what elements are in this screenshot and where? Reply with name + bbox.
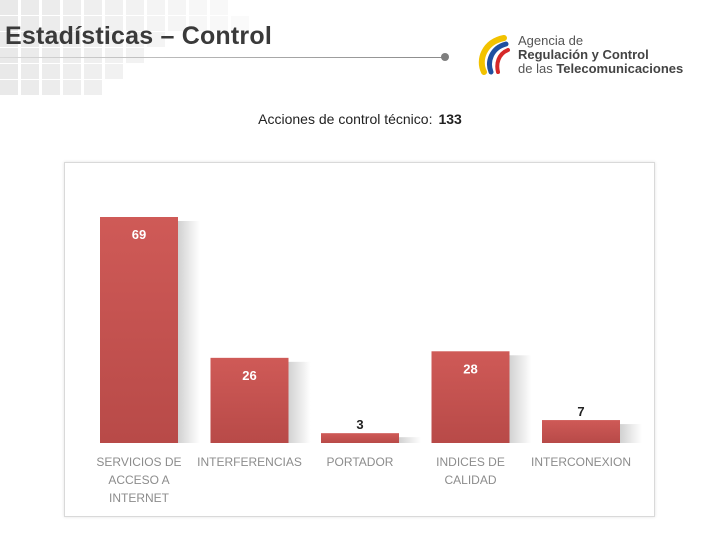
data-label-0: 69: [132, 227, 146, 242]
bar-0: [100, 217, 178, 443]
category-label-1-0: INTERFERENCIAS: [197, 455, 302, 469]
decorative-tile: [105, 32, 123, 47]
decorative-tile: [84, 48, 102, 63]
summary-label: Acciones de control técnico:: [258, 111, 433, 127]
category-label-3-0: INDICES DE: [436, 455, 505, 469]
decorative-tile: [126, 48, 144, 63]
logo-line-3-prefix: de las: [518, 61, 557, 76]
decorative-tile: [105, 16, 123, 31]
decorative-tile: [42, 64, 60, 79]
category-label-2-0: PORTADOR: [327, 455, 394, 469]
category-label-0-2: INTERNET: [109, 491, 170, 505]
decorative-tile: [126, 16, 144, 31]
logo-line-3-bold: Telecomunicaciones: [556, 61, 684, 76]
decorative-tile: [21, 64, 39, 79]
bar-chart: 69 26 3 28 7 SERVICIOS DE ACCESO A INTERNET INT…: [96, 217, 642, 505]
decorative-tile: [168, 0, 186, 15]
title-divider: [0, 57, 445, 58]
data-label-3: 28: [463, 361, 477, 376]
decorative-tile: [189, 0, 207, 15]
decorative-tile: [147, 16, 165, 31]
decorative-tile: [210, 16, 228, 31]
decorative-tile: [0, 16, 18, 31]
bar-shadow: [399, 437, 421, 443]
decorative-tile: [42, 16, 60, 31]
decorative-tile: [42, 0, 60, 15]
decorative-tile: [84, 0, 102, 15]
bar-shadow: [288, 361, 311, 443]
decorative-tile: [0, 48, 18, 63]
decorative-tile: [63, 64, 81, 79]
decorative-tile: [0, 64, 18, 79]
decorative-tile: [126, 0, 144, 15]
bar-2: [321, 433, 399, 443]
data-label-4: 7: [577, 404, 584, 419]
category-label-4-0: INTERCONEXION: [531, 455, 631, 469]
bar-1: [210, 357, 289, 443]
logo-line-3: de las Telecomunicaciones: [518, 62, 683, 76]
decorative-tile: [42, 32, 60, 47]
decorative-tile: [63, 48, 81, 63]
logo-line-2: Regulación y Control: [518, 47, 649, 62]
decorative-tile: [105, 48, 123, 63]
agency-logo: Agencia de Regulación y Control de las T…: [478, 32, 688, 82]
decorative-tile: [21, 48, 39, 63]
decorative-tile: [84, 80, 102, 95]
decorative-tile: [63, 0, 81, 15]
decorative-tile: [105, 64, 123, 79]
decorative-tile: [147, 32, 165, 47]
decorative-tile: [42, 48, 60, 63]
logo-line-1: Agencia de: [518, 33, 584, 48]
decorative-tile: [21, 0, 39, 15]
logo-text: Agencia de Regulación y Control de las T…: [518, 34, 683, 76]
decorative-tile: [63, 80, 81, 95]
chart-panel: 69 26 3 28 7 SERVICIOS DE ACCESO A INTERNET INT…: [64, 162, 655, 517]
summary-value: 133: [438, 111, 462, 127]
decorative-tile: [42, 80, 60, 95]
category-label-3-1: CALIDAD: [444, 473, 496, 487]
category-label-0-0: SERVICIOS DE: [96, 455, 181, 469]
decorative-tile: [84, 64, 102, 79]
decorative-tile: [231, 16, 249, 31]
decorative-tile: [84, 16, 102, 31]
decorative-tile: [126, 32, 144, 47]
bar-3: [431, 351, 510, 443]
decorative-tile: [21, 16, 39, 31]
decorative-tile: [210, 0, 228, 15]
decorative-tile: [0, 32, 18, 47]
bar-shadow: [178, 221, 200, 443]
decorative-tile: [147, 0, 165, 15]
bar-4: [542, 420, 620, 443]
decorative-tile: [0, 80, 18, 95]
bar-shadow: [509, 355, 532, 443]
title-divider-dot: [441, 53, 449, 61]
decorative-tile: [168, 16, 186, 31]
logo-emblem-icon: [478, 35, 510, 75]
page-title: Estadísticas – Control: [5, 22, 272, 50]
decorative-tile: [105, 0, 123, 15]
decorative-tile: [84, 32, 102, 47]
data-label-1: 26: [242, 368, 256, 383]
decorative-tile: [63, 16, 81, 31]
summary-line: Acciones de control técnico: 133: [0, 111, 720, 127]
bar-shadow: [620, 424, 642, 443]
decorative-tile: [0, 0, 18, 15]
decorative-tile: [189, 16, 207, 31]
category-label-0-1: ACCESO A: [108, 473, 169, 487]
decorative-tile: [21, 32, 39, 47]
decorative-tile: [21, 80, 39, 95]
decorative-tile: [63, 32, 81, 47]
data-label-2: 3: [356, 417, 363, 432]
